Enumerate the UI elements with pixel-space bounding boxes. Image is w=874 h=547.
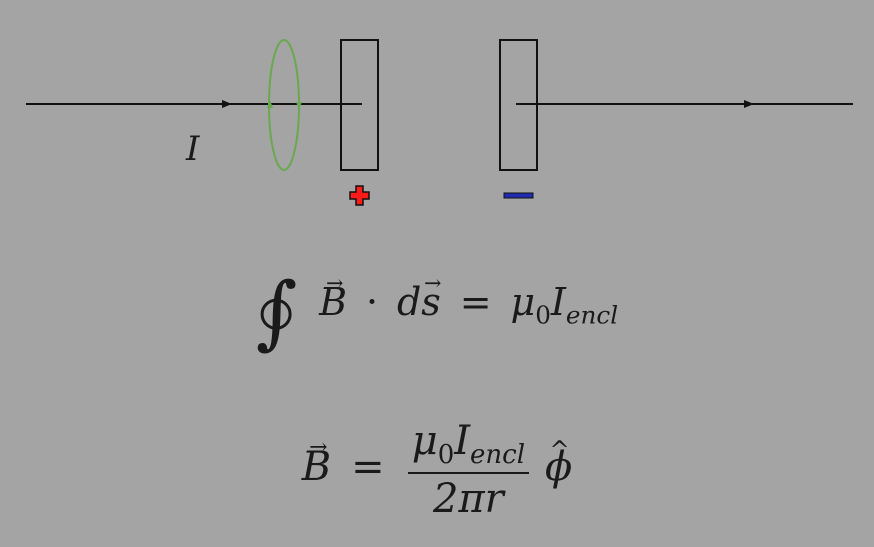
field-vector: → B xyxy=(319,271,348,325)
dot-operator: · xyxy=(365,280,379,325)
magnetic-field-equation: → B = μ0Iencl 2πr ^ ϕ xyxy=(0,418,874,522)
plus-sign-icon xyxy=(349,185,370,206)
negative-plate xyxy=(499,39,538,171)
loop-arrow-icon-right xyxy=(296,102,302,110)
left-wire-arrow-icon xyxy=(222,100,232,108)
closed-integral-icon: ∫ xyxy=(255,265,298,358)
mu-symbol: μ xyxy=(510,280,536,325)
minus-sign-icon xyxy=(503,192,534,199)
field-fraction: μ0Iencl 2πr xyxy=(407,418,530,522)
fraction-denominator: 2πr xyxy=(432,476,504,522)
enclosed-current: I xyxy=(550,280,566,325)
differential-d: d xyxy=(396,280,422,325)
equals-sign: = xyxy=(459,280,492,325)
positive-plate xyxy=(340,39,379,171)
enclosed-current-subscript: encl xyxy=(565,300,619,330)
current-label: I xyxy=(185,129,200,169)
loop-arrow-icon-left xyxy=(267,100,273,108)
equals-sign: = xyxy=(351,444,385,490)
azimuthal-unit-vector: ^ ϕ xyxy=(544,436,573,490)
fraction-numerator: μ0Iencl xyxy=(407,418,530,474)
right-wire-arrow-icon xyxy=(744,100,754,108)
ampere-law-equation: ∫ → B · d → s = μ0Iencl xyxy=(0,265,874,358)
path-element-vector: → s xyxy=(421,271,442,325)
field-vector: → B xyxy=(301,434,332,490)
mu-subscript: 0 xyxy=(535,300,551,330)
